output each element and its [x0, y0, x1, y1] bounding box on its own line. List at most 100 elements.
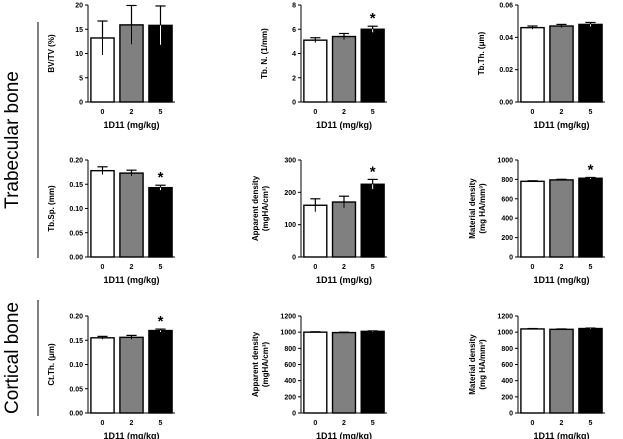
y-tick-label: 200 — [284, 190, 296, 197]
bar — [578, 327, 603, 414]
y-tick-label: 0 — [292, 255, 296, 262]
bar — [90, 337, 115, 414]
significance-star: * — [370, 163, 376, 180]
bar — [148, 186, 173, 258]
x-tick-label: 5 — [159, 264, 163, 271]
significance-star: * — [370, 10, 376, 27]
y-axis-label: Material density — [468, 178, 477, 239]
y-tick-label: 600 — [284, 362, 296, 369]
y-tick-label: 1200 — [280, 314, 296, 321]
x-axis-label: 1D11 (mg/kg) — [316, 431, 372, 439]
x-tick-label: 0 — [101, 264, 105, 271]
x-tick-label: 0 — [313, 109, 317, 116]
y-tick-label: 200 — [501, 235, 513, 242]
x-tick-label: 5 — [371, 264, 375, 271]
bar — [331, 331, 357, 414]
x-axis-label: 1D11 (mg/kg) — [103, 431, 159, 439]
y-tick-label: 8 — [292, 3, 296, 10]
y-tick-label: 800 — [501, 346, 513, 353]
bar — [360, 330, 385, 414]
x-tick-label: 2 — [342, 109, 346, 116]
y-tick-label: 0.00 — [69, 255, 83, 262]
bar — [331, 201, 357, 258]
x-tick-label: 2 — [560, 109, 564, 116]
bar-panel-5: 0 100 200 300 0 2 5 * 1D11 (mg/kg) Apparent densi… — [251, 158, 387, 285]
y-tick-label: 0.10 — [69, 206, 83, 213]
bar — [520, 180, 545, 258]
x-tick-label: 5 — [159, 420, 163, 427]
y-axis-label: Apparent density — [251, 175, 260, 241]
y-tick-label: 200 — [501, 394, 513, 401]
bar — [148, 329, 173, 414]
x-tick-label: 2 — [342, 420, 346, 427]
y-tick-label: 0.06 — [499, 3, 513, 10]
x-tick-label: 0 — [101, 109, 105, 116]
x-tick-label: 2 — [130, 420, 134, 427]
y-tick-label: 200 — [284, 394, 296, 401]
bar — [520, 26, 545, 103]
bar-panel-4: 0.00 0.05 0.10 0.15 0.20 0 2 5 * 1D11 (mg/kg) Tb.S… — [47, 158, 175, 285]
bar — [549, 328, 574, 414]
x-axis-label: 1D11 (mg/kg) — [533, 431, 589, 439]
y-tick-label: 15 — [75, 27, 83, 34]
y-tick-label: 0.02 — [499, 67, 513, 74]
x-tick-label: 2 — [342, 264, 346, 271]
y-tick-label: 0.05 — [69, 230, 83, 237]
y-tick-label: 800 — [284, 346, 296, 353]
y-tick-label: 400 — [284, 378, 296, 385]
y-tick-label: 1000 — [497, 330, 513, 337]
x-tick-label: 0 — [101, 420, 105, 427]
y-tick-label: 0.20 — [69, 158, 83, 165]
x-tick-label: 2 — [130, 264, 134, 271]
significance-star: * — [158, 0, 164, 7]
x-axis-label: 1D11 (mg/kg) — [533, 120, 589, 130]
x-tick-label: 2 — [560, 264, 564, 271]
y-tick-label: 0.15 — [69, 338, 83, 345]
y-axis-label: Ct.Th. (μm) — [47, 343, 56, 386]
x-tick-label: 0 — [531, 420, 535, 427]
y-axis-label-units: (mgHA/cm³) — [261, 342, 270, 388]
y-axis-label-units: (mg HA/mm³) — [478, 339, 487, 390]
y-axis-label: Tb. N. (1/mm) — [260, 28, 269, 79]
x-tick-label: 5 — [159, 109, 163, 116]
y-axis-label: Material density — [468, 334, 477, 395]
bar — [360, 28, 385, 103]
y-tick-label: 600 — [501, 362, 513, 369]
y-tick-label: 0 — [509, 411, 513, 418]
y-tick-label: 300 — [284, 158, 296, 165]
bar — [520, 328, 545, 414]
y-tick-label: 1200 — [497, 314, 513, 321]
y-tick-label: 5 — [79, 75, 83, 82]
y-tick-label: 400 — [501, 216, 513, 223]
bar — [119, 172, 144, 258]
x-tick-label: 0 — [531, 109, 535, 116]
y-tick-label: 2 — [292, 75, 296, 82]
y-tick-label: 0 — [292, 100, 296, 107]
x-axis-label: 1D11 (mg/kg) — [533, 275, 589, 285]
x-tick-label: 5 — [589, 264, 593, 271]
y-tick-label: 10 — [75, 51, 83, 58]
x-tick-label: 0 — [531, 264, 535, 271]
bar — [549, 179, 574, 258]
x-tick-label: 0 — [313, 264, 317, 271]
y-axis-label-units: (mg HA/mm³) — [478, 183, 487, 234]
y-tick-label: 1000 — [497, 158, 513, 165]
x-axis-label: 1D11 (mg/kg) — [103, 120, 159, 130]
x-axis-label: 1D11 (mg/kg) — [316, 120, 372, 130]
bar — [331, 35, 357, 103]
y-tick-label: 600 — [501, 196, 513, 203]
y-tick-label: 800 — [501, 177, 513, 184]
y-tick-label: 0 — [509, 255, 513, 262]
y-tick-label: 0 — [79, 100, 83, 107]
y-axis-label-units: (mgHA/cm³) — [261, 186, 270, 232]
y-tick-label: 0.00 — [69, 411, 83, 418]
bar — [578, 23, 603, 103]
y-tick-label: 0.20 — [69, 314, 83, 321]
x-tick-label: 5 — [589, 420, 593, 427]
y-tick-label: 0.00 — [499, 100, 513, 107]
section-label-cortical: Cortical bone — [2, 302, 23, 414]
y-tick-label: 0 — [292, 411, 296, 418]
